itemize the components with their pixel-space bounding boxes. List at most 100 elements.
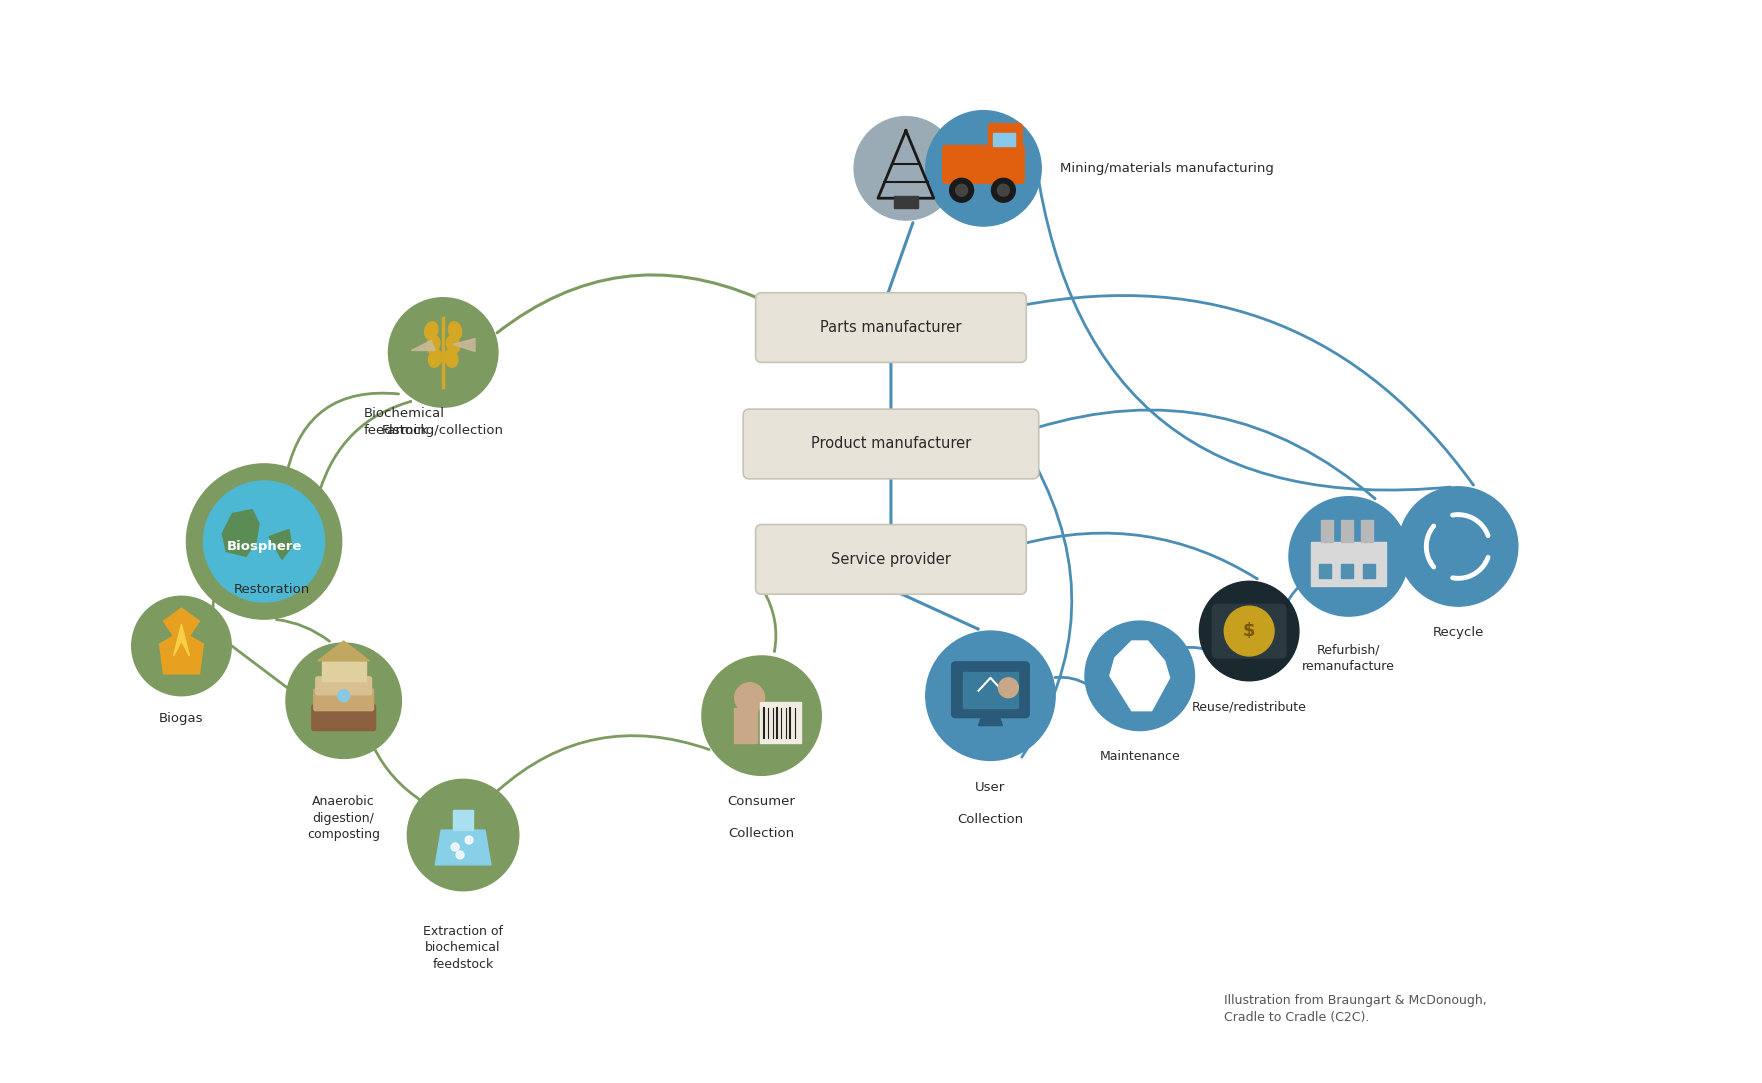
Text: Mining/materials manufacturing: Mining/materials manufacturing — [1061, 161, 1274, 174]
FancyBboxPatch shape — [1341, 564, 1353, 578]
Text: Biosphere: Biosphere — [226, 540, 301, 553]
FancyArrowPatch shape — [888, 223, 913, 295]
FancyArrowPatch shape — [1055, 677, 1087, 686]
FancyBboxPatch shape — [1360, 520, 1373, 542]
Circle shape — [999, 678, 1018, 697]
FancyBboxPatch shape — [951, 662, 1029, 718]
FancyArrowPatch shape — [1024, 296, 1473, 485]
FancyArrowPatch shape — [1034, 410, 1374, 498]
Ellipse shape — [426, 336, 440, 353]
Circle shape — [132, 597, 231, 695]
FancyBboxPatch shape — [893, 196, 918, 208]
Circle shape — [735, 682, 765, 713]
Polygon shape — [978, 714, 1003, 726]
FancyBboxPatch shape — [314, 689, 374, 710]
Circle shape — [992, 179, 1015, 203]
FancyBboxPatch shape — [1322, 520, 1332, 542]
Polygon shape — [1110, 641, 1170, 710]
FancyBboxPatch shape — [994, 132, 1015, 146]
Polygon shape — [173, 624, 190, 656]
Text: $: $ — [1242, 622, 1255, 640]
Circle shape — [997, 184, 1010, 196]
Circle shape — [950, 179, 974, 203]
FancyArrowPatch shape — [277, 619, 329, 641]
Circle shape — [1225, 606, 1274, 656]
Polygon shape — [411, 340, 435, 351]
Polygon shape — [317, 641, 370, 661]
Polygon shape — [222, 510, 259, 557]
FancyBboxPatch shape — [1318, 564, 1330, 578]
FancyBboxPatch shape — [988, 123, 1022, 152]
Text: Biogas: Biogas — [159, 712, 204, 725]
Polygon shape — [322, 661, 365, 681]
FancyBboxPatch shape — [744, 409, 1040, 479]
Circle shape — [1085, 622, 1195, 731]
Text: Reuse/redistribute: Reuse/redistribute — [1191, 701, 1307, 714]
FancyBboxPatch shape — [1362, 564, 1374, 578]
Text: Service provider: Service provider — [832, 552, 951, 566]
FancyArrowPatch shape — [226, 641, 292, 691]
FancyArrowPatch shape — [1288, 584, 1302, 601]
FancyArrowPatch shape — [213, 596, 215, 614]
FancyArrowPatch shape — [1022, 464, 1071, 757]
FancyArrowPatch shape — [497, 275, 758, 332]
FancyBboxPatch shape — [759, 702, 802, 744]
Text: Farming/collection: Farming/collection — [382, 425, 504, 438]
Text: Anaerobic
digestion/
composting: Anaerobic digestion/ composting — [307, 795, 381, 841]
Ellipse shape — [425, 322, 439, 339]
Circle shape — [465, 836, 472, 844]
FancyArrowPatch shape — [499, 735, 710, 791]
Text: Consumer: Consumer — [728, 795, 795, 808]
FancyArrowPatch shape — [319, 402, 411, 491]
Text: Parts manufacturer: Parts manufacturer — [819, 321, 962, 335]
Text: Biochemical
feedstock: Biochemical feedstock — [363, 407, 444, 436]
Ellipse shape — [444, 350, 458, 367]
Text: User: User — [976, 781, 1006, 794]
Ellipse shape — [446, 336, 460, 353]
FancyBboxPatch shape — [315, 677, 372, 694]
Circle shape — [204, 481, 324, 602]
FancyBboxPatch shape — [1341, 520, 1353, 542]
Circle shape — [338, 690, 349, 702]
Text: Collection: Collection — [957, 813, 1024, 826]
FancyBboxPatch shape — [962, 671, 1018, 707]
Ellipse shape — [428, 350, 442, 367]
FancyBboxPatch shape — [1311, 542, 1387, 586]
FancyArrowPatch shape — [287, 393, 398, 472]
FancyArrowPatch shape — [892, 589, 978, 629]
FancyArrowPatch shape — [1401, 543, 1406, 544]
Circle shape — [187, 464, 342, 619]
Circle shape — [955, 184, 967, 196]
FancyBboxPatch shape — [312, 705, 375, 731]
Circle shape — [451, 843, 460, 851]
Circle shape — [388, 298, 499, 407]
FancyArrowPatch shape — [763, 589, 775, 651]
Polygon shape — [270, 530, 292, 560]
Polygon shape — [435, 830, 492, 865]
Circle shape — [407, 780, 518, 890]
Ellipse shape — [449, 322, 462, 339]
FancyBboxPatch shape — [756, 292, 1025, 363]
Circle shape — [1200, 582, 1299, 681]
Circle shape — [925, 631, 1055, 760]
Text: Refurbish/
remanufacture: Refurbish/ remanufacture — [1302, 644, 1396, 674]
Text: Collection: Collection — [728, 827, 795, 840]
Circle shape — [456, 851, 463, 859]
Circle shape — [1399, 486, 1517, 606]
FancyArrowPatch shape — [1036, 164, 1450, 491]
FancyArrowPatch shape — [374, 747, 423, 801]
Circle shape — [285, 643, 402, 758]
Text: Recycle: Recycle — [1433, 626, 1484, 639]
Circle shape — [1290, 497, 1408, 616]
FancyBboxPatch shape — [453, 810, 472, 830]
Polygon shape — [733, 707, 756, 744]
Text: Illustration from Braungart & McDonough,
Cradle to Cradle (C2C).: Illustration from Braungart & McDonough,… — [1225, 994, 1487, 1025]
Text: Maintenance: Maintenance — [1099, 751, 1181, 764]
FancyBboxPatch shape — [756, 524, 1025, 595]
Polygon shape — [453, 339, 476, 352]
FancyArrowPatch shape — [1184, 648, 1210, 651]
Circle shape — [701, 656, 821, 775]
FancyArrowPatch shape — [1024, 533, 1256, 578]
Circle shape — [925, 110, 1041, 226]
Text: Extraction of
biochemical
feedstock: Extraction of biochemical feedstock — [423, 925, 504, 970]
